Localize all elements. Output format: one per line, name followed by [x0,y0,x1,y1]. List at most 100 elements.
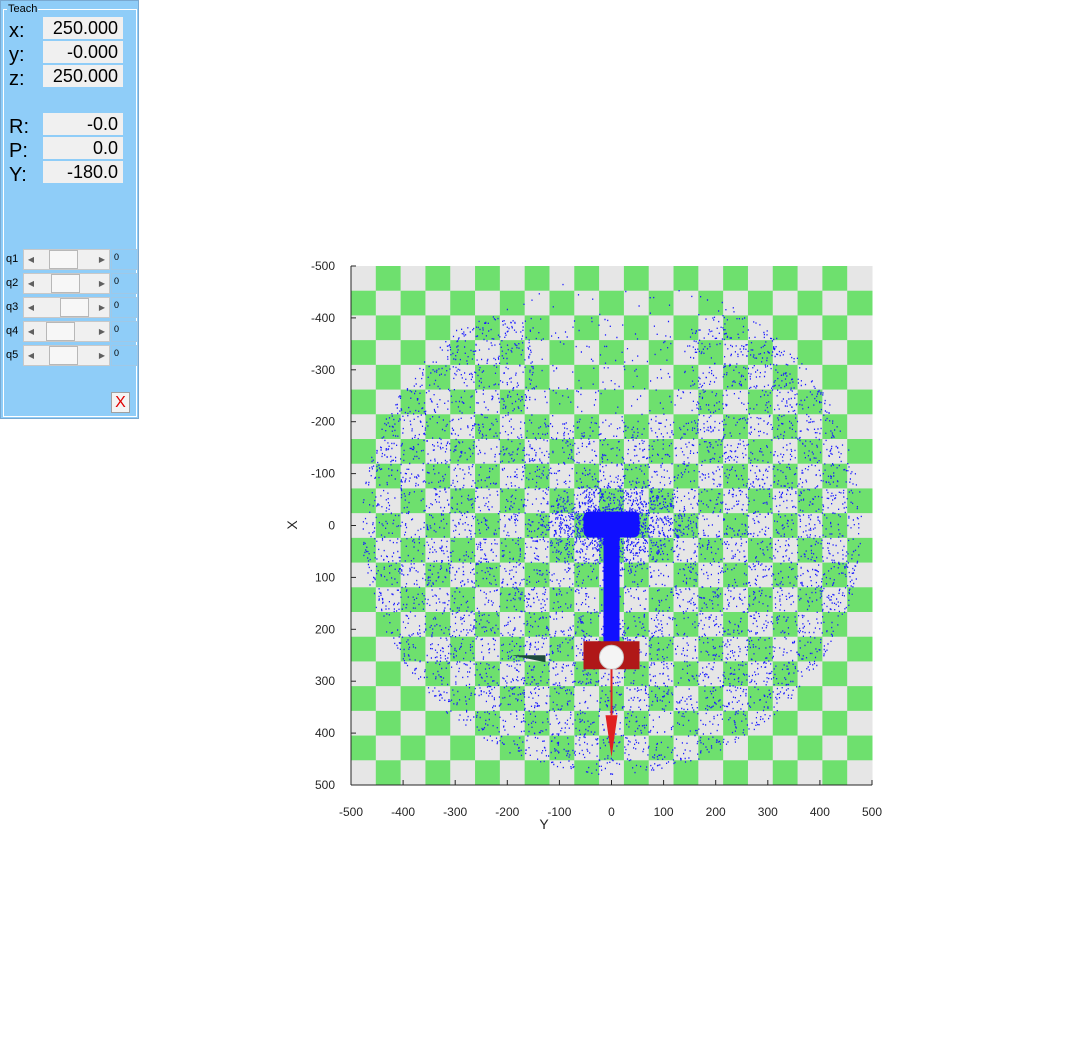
robot-model[interactable] [511,511,640,758]
floor-tile [425,710,451,737]
floor-tile [747,760,774,786]
floor-tile [673,735,699,761]
floor-tile [723,612,749,638]
floor-tile [549,414,575,440]
pose-x-label: x: [9,20,25,42]
pose-roll-field[interactable]: -0.0 [43,113,123,135]
close-button[interactable]: X [111,392,130,413]
floor-tile [351,414,377,440]
caret-right-icon[interactable]: ▶ [98,327,106,336]
floor-tile [499,290,526,316]
joint-q1-slider[interactable]: ◀ ▶ [23,249,110,270]
floor-tile [425,463,451,489]
floor-tile [673,290,699,316]
floor-tile [351,587,377,613]
floor-tile [351,710,377,737]
slider-thumb[interactable] [46,322,76,341]
floor-tile [599,266,625,292]
floor-tile [822,513,848,539]
caret-left-icon[interactable]: ◀ [27,351,35,360]
floor-tile [574,439,600,465]
floor-tile [499,463,526,489]
floor-tile [475,735,501,761]
floor-tile [375,389,402,415]
robot-wrist-joint[interactable] [599,644,624,670]
floor-tile [623,340,650,366]
caret-right-icon[interactable]: ▶ [98,279,106,288]
joint-q1-value[interactable]: 0 [111,249,138,270]
pose-yaw-field[interactable]: -180.0 [43,161,123,183]
caret-right-icon[interactable]: ▶ [98,351,106,360]
floor-tile [475,537,501,564]
floor-tile [425,735,451,761]
floor-tile [747,463,774,489]
caret-right-icon[interactable]: ▶ [98,255,106,264]
floor-tile [425,562,451,588]
tick-labels: -500 -400 -300 -200 -100 0 100 200 300 400 500 -500… [311,259,882,819]
floor-tile [822,315,848,341]
floor-tile [673,686,699,712]
pose-y-field[interactable]: -0.000 [43,41,123,63]
floor-tile [400,266,426,292]
floor-tile [772,513,799,539]
slider-thumb[interactable] [49,346,79,365]
robot-base[interactable] [583,511,640,538]
floor-tile [400,488,426,514]
joint-q5-value[interactable]: 0 [111,345,138,366]
floor-tile [747,562,774,588]
floor-tile [648,661,675,687]
caret-left-icon[interactable]: ◀ [27,279,35,288]
floor-tile [524,661,550,687]
floor-tile [524,290,550,316]
caret-right-icon[interactable]: ▶ [98,303,106,312]
floor-tile [375,562,402,588]
joint-q3-value[interactable]: 0 [111,297,138,318]
pose-z-field[interactable]: 250.000 [43,65,123,87]
joint-q4-value[interactable]: 0 [111,321,138,342]
floor-tile [772,562,799,588]
floor-tile [375,686,402,712]
caret-left-icon[interactable]: ◀ [27,327,35,336]
slider-thumb[interactable] [49,250,79,269]
floor-tile [499,488,526,514]
y-tick-label: 300 [315,674,335,688]
floor-tile [723,266,749,292]
pose-x-field[interactable]: 250.000 [43,17,123,39]
y-tick-label: 500 [315,778,335,792]
floor-tile [822,661,848,687]
floor-tile [574,315,600,341]
floor-tile [549,488,575,514]
floor-tile [400,364,426,391]
joint-q2-value[interactable]: 0 [111,273,138,294]
floor-tile [772,735,799,761]
floor-tile [723,661,749,687]
floor-tile [747,389,774,415]
floor-tile [499,636,526,662]
floor-tile [549,537,575,564]
joint-q2-slider[interactable]: ◀ ▶ [23,273,110,294]
floor-tile [400,636,426,662]
floor-tile [698,513,724,539]
floor-tile [400,661,426,687]
floor-tile [673,661,699,687]
joint-q3-slider[interactable]: ◀ ▶ [23,297,110,318]
robot-arm-link[interactable] [603,525,620,644]
floor-tile [673,414,699,440]
floor-tile [772,760,799,786]
floor-tile [772,389,799,415]
floor-tile [797,760,823,786]
floor-tile [499,735,526,761]
pose-pitch-field[interactable]: 0.0 [43,137,123,159]
joint-q4-slider[interactable]: ◀ ▶ [23,321,110,342]
joint-q5-slider[interactable]: ◀ ▶ [23,345,110,366]
y-tick-label: -300 [311,363,335,377]
slider-thumb[interactable] [50,274,80,293]
floor-tile [351,315,377,341]
floor-tile [475,562,501,588]
caret-left-icon[interactable]: ◀ [27,255,35,264]
floor-tile [648,439,675,465]
slider-thumb[interactable] [60,298,90,317]
floor-tile [524,488,550,514]
caret-left-icon[interactable]: ◀ [27,303,35,312]
